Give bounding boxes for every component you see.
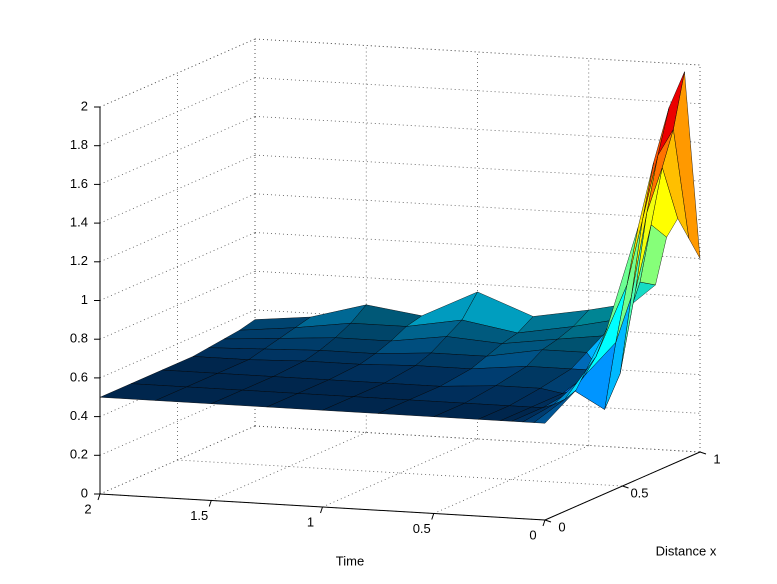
x-axis-label: Time bbox=[336, 553, 364, 568]
x-tick bbox=[97, 493, 101, 501]
grid-line bbox=[99, 232, 256, 301]
z-tick-label: 0.8 bbox=[70, 331, 88, 346]
surface-face bbox=[533, 390, 577, 424]
grid-line bbox=[322, 438, 478, 508]
grid-line bbox=[99, 116, 256, 185]
x-tick-label: 0.5 bbox=[413, 521, 431, 536]
box-edge bbox=[254, 38, 701, 66]
x-tick bbox=[320, 506, 323, 514]
z-tick-label: 0.4 bbox=[70, 408, 88, 423]
x-tick-label: 0 bbox=[529, 527, 536, 542]
x-tick bbox=[208, 500, 212, 507]
x-tick-label: 1.5 bbox=[190, 508, 208, 523]
grid-line bbox=[211, 432, 367, 501]
y-tick bbox=[544, 519, 552, 523]
y-axis-label: Distance x bbox=[656, 543, 717, 558]
y-tick-label: 1 bbox=[713, 451, 720, 466]
z-tick-label: 1.8 bbox=[70, 137, 88, 152]
x-tick-label: 1 bbox=[307, 514, 314, 529]
z-tick-label: 1.6 bbox=[70, 176, 88, 191]
z-tick-label: 0.6 bbox=[70, 369, 88, 384]
z-tick-label: 2 bbox=[81, 98, 88, 113]
y-tick bbox=[622, 485, 629, 489]
axis-line bbox=[544, 451, 701, 521]
y-tick-label: 0.5 bbox=[630, 485, 648, 500]
z-tick-label: 1 bbox=[81, 292, 88, 307]
grid-line bbox=[99, 154, 256, 224]
grid-line bbox=[433, 445, 589, 514]
grid-line bbox=[99, 386, 256, 456]
z-tick-label: 1.4 bbox=[70, 215, 88, 230]
x-tick bbox=[431, 513, 435, 520]
y-tick bbox=[699, 451, 707, 455]
y-tick-label: 0 bbox=[558, 519, 565, 534]
x-tick-label: 2 bbox=[84, 501, 91, 516]
grid-line bbox=[254, 38, 701, 66]
x-tick bbox=[542, 519, 546, 527]
grid-line bbox=[99, 270, 256, 340]
axis-line bbox=[99, 493, 546, 521]
z-tick-label: 0.2 bbox=[70, 447, 88, 462]
z-tick-label: 0 bbox=[81, 485, 88, 500]
grid-line bbox=[99, 38, 256, 108]
z-tick-label: 1.2 bbox=[70, 253, 88, 268]
